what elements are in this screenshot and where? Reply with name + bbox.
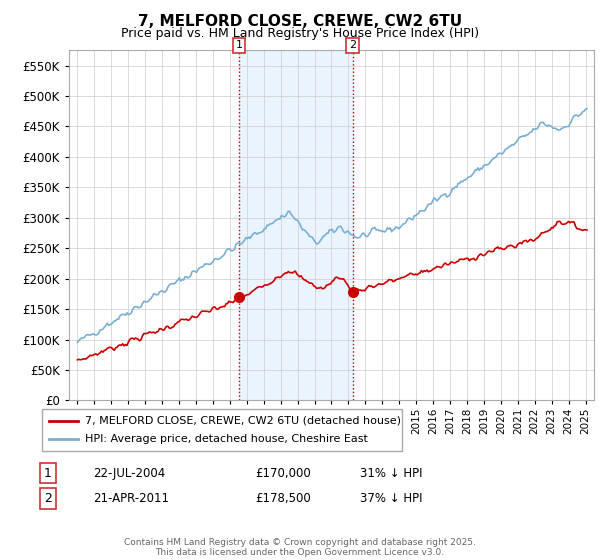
Text: HPI: Average price, detached house, Cheshire East: HPI: Average price, detached house, Ches… [85, 434, 368, 444]
Text: 21-APR-2011: 21-APR-2011 [93, 492, 169, 505]
Text: £170,000: £170,000 [255, 466, 311, 480]
FancyBboxPatch shape [42, 409, 402, 451]
Text: Contains HM Land Registry data © Crown copyright and database right 2025.
This d: Contains HM Land Registry data © Crown c… [124, 538, 476, 557]
Text: 2: 2 [349, 40, 356, 50]
Text: 1: 1 [44, 466, 52, 480]
Text: 2: 2 [44, 492, 52, 505]
Text: 37% ↓ HPI: 37% ↓ HPI [360, 492, 422, 505]
Text: Price paid vs. HM Land Registry's House Price Index (HPI): Price paid vs. HM Land Registry's House … [121, 27, 479, 40]
Text: 7, MELFORD CLOSE, CREWE, CW2 6TU: 7, MELFORD CLOSE, CREWE, CW2 6TU [138, 14, 462, 29]
Text: £178,500: £178,500 [255, 492, 311, 505]
Text: 7, MELFORD CLOSE, CREWE, CW2 6TU (detached house): 7, MELFORD CLOSE, CREWE, CW2 6TU (detach… [85, 416, 401, 426]
Bar [239, 50, 353, 400]
Text: 31% ↓ HPI: 31% ↓ HPI [360, 466, 422, 480]
Text: 22-JUL-2004: 22-JUL-2004 [93, 466, 165, 480]
Text: 1: 1 [236, 40, 243, 50]
